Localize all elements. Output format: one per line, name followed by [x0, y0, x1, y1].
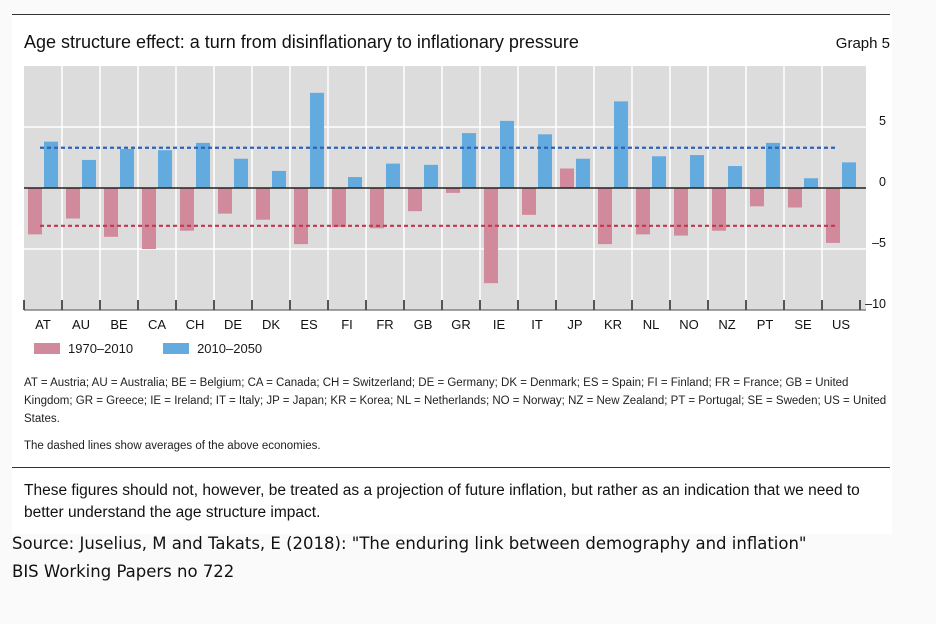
bar-be-1970-2010: [104, 188, 118, 237]
bar-se-1970-2010: [788, 188, 802, 208]
bar-dk-2010-2050: [272, 170, 286, 188]
x-tick-label: FI: [341, 317, 353, 332]
y-tick-label: 5: [879, 114, 886, 128]
legend-item-2010-2050: 2010–2050: [163, 341, 262, 356]
x-tick-label: GR: [451, 317, 471, 332]
bar-nl-2010-2050: [652, 156, 666, 188]
x-tick-label: JP: [567, 317, 582, 332]
x-tick-label: PT: [757, 317, 774, 332]
x-tick-label: KR: [604, 317, 622, 332]
bar-es-1970-2010: [294, 188, 308, 245]
legend-label-1970-2010: 1970–2010: [68, 341, 134, 356]
bar-ie-2010-2050: [500, 120, 514, 188]
bar-ca-2010-2050: [158, 150, 172, 188]
x-tick-label: AT: [35, 317, 51, 332]
bar-it-1970-2010: [522, 188, 536, 215]
x-tick-label: DE: [224, 317, 242, 332]
bar-fi-1970-2010: [332, 188, 346, 228]
x-tick-label: ES: [300, 317, 318, 332]
x-tick-label: NL: [643, 317, 660, 332]
bar-us-2010-2050: [842, 162, 856, 188]
bar-ch-2010-2050: [196, 142, 210, 188]
x-tick-label: BE: [110, 317, 128, 332]
bar-chart: AT AU BE CA CH DE DK ES FI FR GB GR IE IT JP KR NL NO NZ PT…: [23, 66, 886, 332]
source-line-2: BIS Working Papers no 722: [12, 562, 235, 581]
bar-no-2010-2050: [690, 155, 704, 188]
x-tick-label: GB: [414, 317, 433, 332]
bar-nz-2010-2050: [728, 166, 742, 188]
bar-kr-2010-2050: [614, 101, 628, 188]
bar-ch-1970-2010: [180, 188, 194, 231]
bar-gb-1970-2010: [408, 188, 422, 212]
bar-it-2010-2050: [538, 134, 552, 188]
x-tick-label: CA: [148, 317, 166, 332]
x-tick-label: NZ: [718, 317, 735, 332]
dashed-line-note: The dashed lines show averages of the ab…: [24, 440, 321, 452]
bar-se-2010-2050: [804, 178, 818, 188]
x-tick-label: IT: [531, 317, 543, 332]
bar-no-1970-2010: [674, 188, 688, 236]
bar-gb-2010-2050: [424, 164, 438, 188]
x-tick-label: DK: [262, 317, 280, 332]
bar-fr-1970-2010: [370, 188, 384, 229]
legend-item-1970-2010: 1970–2010: [34, 341, 133, 356]
bar-jp-2010-2050: [576, 158, 590, 188]
bottom-rule: [12, 467, 890, 468]
source-citation: Source: Juselius, M and Takats, E (2018)…: [12, 530, 807, 586]
legend: 1970–2010 2010–2050: [34, 341, 262, 356]
legend-swatch-1970-2010: [34, 343, 60, 354]
bar-ie-1970-2010: [484, 188, 498, 284]
bar-nl-1970-2010: [636, 188, 650, 235]
x-tick-label: NO: [679, 317, 699, 332]
source-line-1: Source: Juselius, M and Takats, E (2018)…: [12, 534, 807, 553]
x-tick-label: US: [832, 317, 850, 332]
bar-pt-2010-2050: [766, 142, 780, 188]
bar-us-1970-2010: [826, 188, 840, 243]
caption-text: These figures should not, however, be tr…: [24, 482, 860, 521]
bar-de-2010-2050: [234, 158, 248, 188]
bar-jp-1970-2010: [560, 168, 574, 188]
bar-pt-1970-2010: [750, 188, 764, 207]
bar-ca-1970-2010: [142, 188, 156, 249]
bar-be-2010-2050: [120, 148, 134, 188]
y-tick-label: 0: [879, 175, 886, 189]
bar-gr-1970-2010: [446, 188, 460, 193]
legend-swatch-2010-2050: [163, 343, 190, 354]
x-tick-label: FR: [376, 317, 393, 332]
bar-kr-1970-2010: [598, 188, 612, 245]
bar-at-2010-2050: [44, 141, 58, 188]
y-tick-label: –10: [865, 297, 886, 311]
bar-fr-2010-2050: [386, 163, 400, 188]
bar-gr-2010-2050: [462, 133, 476, 188]
bar-dk-1970-2010: [256, 188, 270, 220]
bar-de-1970-2010: [218, 188, 232, 214]
bar-au-2010-2050: [82, 159, 96, 188]
graph-number: Graph 5: [835, 35, 890, 52]
bar-es-2010-2050: [310, 92, 324, 188]
top-rule: [12, 14, 890, 15]
bar-fi-2010-2050: [348, 177, 362, 188]
x-tick-label: AU: [72, 317, 90, 332]
y-tick-label: –5: [872, 236, 886, 250]
legend-label-2010-2050: 2010–2050: [197, 341, 263, 356]
bar-au-1970-2010: [66, 188, 80, 219]
x-tick-label: IE: [493, 317, 506, 332]
bar-nz-1970-2010: [712, 188, 726, 231]
chart-title: Age structure effect: a turn from disinf…: [24, 32, 579, 52]
x-tick-label: CH: [186, 317, 205, 332]
abbreviation-notes: AT = Austria; AU = Australia; BE = Belgi…: [24, 377, 887, 425]
bar-at-1970-2010: [28, 188, 42, 235]
x-tick-label: SE: [794, 317, 812, 332]
